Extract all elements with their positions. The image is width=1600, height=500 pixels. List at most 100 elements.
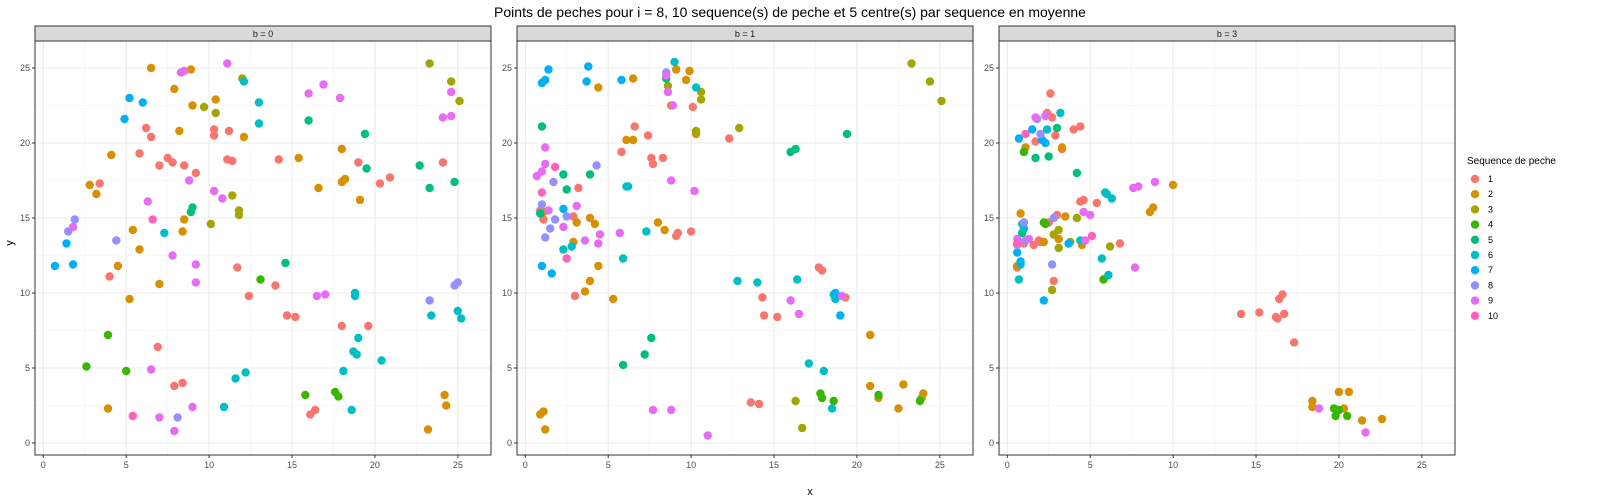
data-point [574, 183, 583, 193]
data-point [199, 102, 209, 112]
data-point [239, 132, 249, 142]
data-point [1105, 242, 1115, 251]
data-point [643, 131, 653, 140]
data-point [209, 125, 219, 134]
x-tick-label: 5 [606, 460, 611, 470]
data-point [425, 296, 434, 305]
data-point [559, 222, 568, 232]
data-point [1130, 263, 1140, 272]
data-point [274, 155, 283, 164]
data-point [1115, 239, 1125, 248]
data-point [585, 213, 595, 223]
data-point [335, 93, 345, 103]
data-point [254, 119, 264, 128]
data-point [1072, 168, 1082, 178]
data-point [1072, 213, 1082, 223]
data-point [829, 396, 838, 406]
data-point [541, 159, 550, 169]
data-point [68, 222, 78, 232]
legend-label: 7 [1488, 265, 1493, 275]
data-point [691, 83, 701, 92]
data-point [537, 78, 547, 88]
data-point [536, 209, 545, 218]
data-point [425, 183, 434, 193]
data-point [354, 333, 363, 343]
data-point [819, 366, 828, 376]
data-point [1134, 182, 1143, 191]
data-point [1036, 129, 1045, 139]
data-point [550, 215, 560, 224]
x-tick-label: 15 [769, 460, 779, 470]
data-point [1013, 248, 1022, 257]
data-point [168, 158, 177, 167]
data-point [340, 174, 350, 184]
panel-2: b = 3 0 5 10 15 20 25 0 5 10 15 20 25 [984, 25, 1456, 470]
data-point [244, 291, 254, 301]
data-point [537, 261, 547, 271]
data-point [1052, 123, 1062, 133]
y-tick-label: 15 [20, 213, 30, 223]
data-point [786, 296, 795, 305]
data-point [155, 279, 164, 289]
data-point [640, 350, 649, 359]
data-point [455, 96, 464, 106]
data-point [385, 173, 395, 182]
data-point [1236, 309, 1246, 319]
data-point [793, 275, 802, 284]
data-point [360, 129, 370, 139]
data-point [582, 77, 591, 86]
data-point [907, 59, 916, 68]
data-point [623, 182, 633, 191]
data-point [311, 405, 320, 415]
x-tick-label: 10 [1168, 460, 1178, 470]
data-point [562, 185, 571, 194]
data-point [681, 75, 691, 85]
data-point [550, 162, 560, 172]
data-point [791, 144, 800, 154]
legend-label: 10 [1488, 311, 1498, 321]
x-tick-label: 0 [41, 460, 46, 470]
x-tick-label: 25 [453, 460, 463, 470]
panel-1: b = 1 0 5 10 15 20 25 0 5 10 15 20 25 [502, 25, 974, 470]
data-point [191, 168, 200, 178]
data-point [453, 306, 462, 316]
data-point [672, 231, 681, 241]
data-point [618, 254, 628, 263]
data-point [188, 101, 197, 110]
data-point [82, 362, 91, 371]
data-point [180, 215, 189, 224]
data-point [831, 288, 840, 298]
data-point [1064, 239, 1073, 248]
data-point [585, 170, 595, 179]
legend-label: 6 [1488, 250, 1493, 260]
data-point [609, 294, 618, 304]
data-point [173, 413, 182, 422]
data-point [447, 77, 456, 86]
data-point [580, 287, 590, 296]
y-tick-label: 5 [507, 363, 512, 373]
data-point [685, 66, 694, 76]
data-point [337, 144, 346, 154]
data-point [1046, 89, 1055, 98]
data-point [50, 261, 60, 271]
y-tick-label: 25 [20, 63, 30, 73]
data-point [590, 219, 600, 229]
data-point [759, 311, 769, 320]
data-point [1016, 209, 1025, 218]
data-point [1061, 212, 1070, 221]
data-point [1047, 260, 1057, 269]
data-point [180, 66, 189, 76]
data-point [1308, 396, 1317, 406]
data-point [1343, 411, 1352, 421]
data-point [546, 224, 555, 233]
data-point [915, 396, 925, 406]
legend-key [1470, 174, 1480, 184]
data-point [594, 83, 603, 92]
data-point [537, 122, 547, 131]
data-point [1081, 236, 1090, 245]
data-point [442, 401, 451, 410]
y-tick-label: 15 [984, 213, 994, 223]
data-point [314, 183, 323, 193]
data-point [562, 212, 571, 221]
data-point [559, 170, 568, 179]
